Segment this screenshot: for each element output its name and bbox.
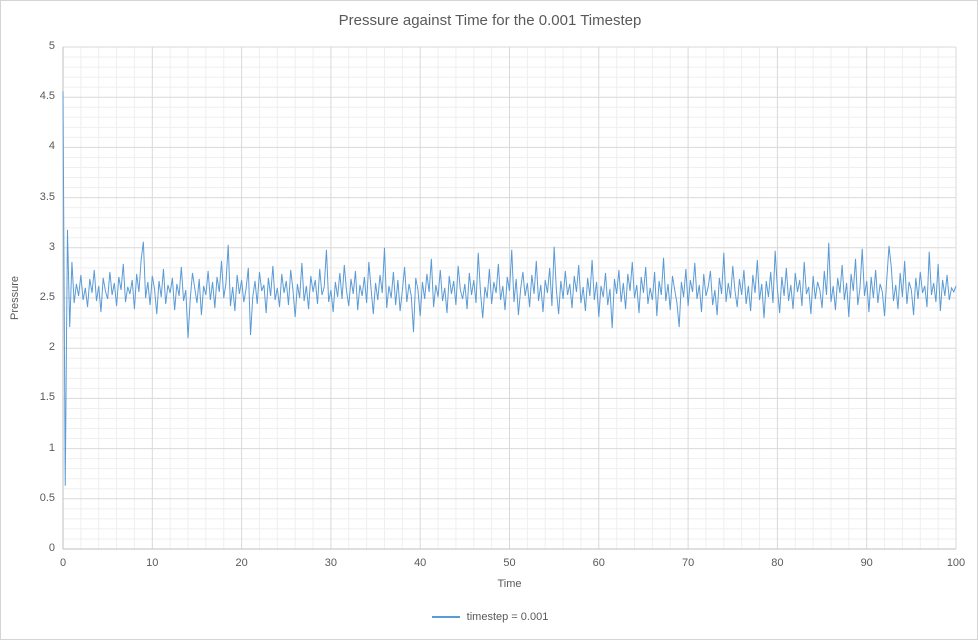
x-tick-label: 40 [414, 557, 427, 569]
y-axis-title: Pressure [9, 275, 21, 321]
x-tick-label: 10 [146, 557, 159, 569]
legend-label: timestep = 0.001 [466, 611, 549, 623]
y-tick-label: 5 [48, 40, 55, 52]
x-tick-label: 60 [592, 557, 605, 569]
y-tick-label: 0 [48, 542, 55, 554]
series-line [62, 91, 957, 486]
x-axis-title: Time [497, 578, 522, 590]
x-tick-label: 90 [860, 557, 873, 569]
x-tick-label: 100 [946, 557, 966, 569]
x-tick-label: 50 [503, 557, 516, 569]
y-tick-label: 2 [48, 341, 55, 354]
y-tick-label: 3.5 [39, 190, 55, 203]
legend-line-marker [431, 616, 460, 618]
x-tick-label: 20 [235, 557, 248, 569]
y-tick-label: 0.5 [39, 491, 55, 504]
y-tick-label: 1 [48, 441, 55, 454]
y-tick-label: 4 [48, 140, 55, 153]
y-tick-label: 4.5 [39, 90, 55, 103]
chart-title: Pressure against Time for the 0.001 Time… [338, 12, 642, 29]
legend: timestep = 0.001 [1, 611, 977, 623]
x-tick-label: 70 [681, 557, 695, 569]
y-tick-label: 3 [48, 240, 55, 253]
x-tick-label: 0 [59, 557, 67, 569]
y-tick-label: 1.5 [39, 391, 55, 404]
x-tick-label: 80 [771, 557, 784, 569]
y-tick-label: 2.5 [39, 291, 55, 303]
x-tick-label: 30 [324, 557, 338, 569]
